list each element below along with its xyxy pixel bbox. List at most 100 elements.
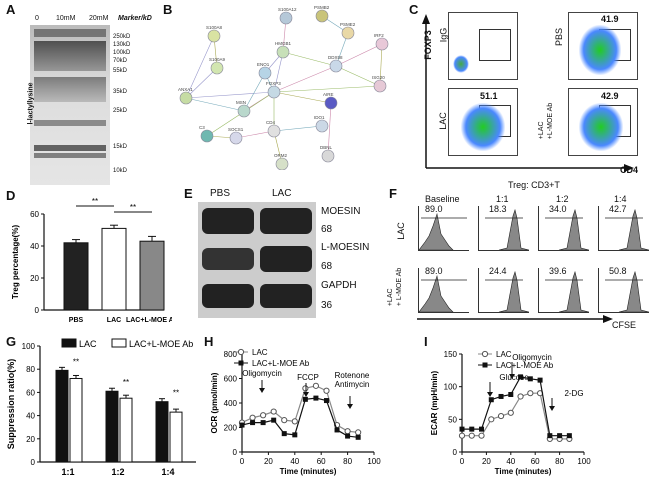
y-tick-label: 40 bbox=[26, 412, 35, 421]
data-point bbox=[507, 409, 514, 416]
network-node: CD4 bbox=[266, 120, 281, 138]
cfse-value: 18.3 bbox=[489, 204, 507, 214]
sig-label: ** bbox=[173, 389, 179, 398]
chart-d: 0 20 40 60 Treg percentage(%) PBS LAC LAC+L-MOE… bbox=[11, 197, 172, 324]
data-point bbox=[488, 416, 495, 423]
y-tick-label: 0 bbox=[453, 448, 458, 457]
network-node: S100A12 bbox=[278, 7, 297, 25]
annotation-arrowhead bbox=[347, 404, 353, 409]
y-tick-label: 150 bbox=[444, 350, 458, 359]
data-point bbox=[355, 434, 361, 440]
bar bbox=[139, 240, 165, 311]
y-tick-label: 60 bbox=[26, 388, 35, 397]
chart-i: 0 50 100 150 0 20 40 60 80 100 Time (minutes) ECAR … bbox=[430, 350, 591, 476]
data-point bbox=[488, 397, 494, 403]
network-node-label: DBNL bbox=[320, 145, 333, 150]
y-axis-label: Treg percentage(%) bbox=[11, 225, 20, 300]
legend-marker bbox=[238, 360, 244, 366]
col-1-1: 1:1 bbox=[496, 194, 509, 204]
panel-b-label: B bbox=[163, 2, 173, 17]
panel-c-xlabel: CD4 bbox=[620, 165, 639, 175]
x-axis-label: Time (minutes) bbox=[280, 467, 337, 476]
data-point bbox=[239, 422, 245, 428]
legend-label: LAC bbox=[252, 348, 268, 357]
wb-row-gapdh-kd: 36 bbox=[321, 300, 333, 311]
panel-d-label: D bbox=[6, 188, 16, 203]
x-tick-label: 80 bbox=[555, 457, 564, 466]
marker-70: 70kD bbox=[113, 58, 128, 64]
cfse-histogram: 89.0 bbox=[418, 266, 469, 313]
network-node-label: IDO1 bbox=[314, 115, 325, 120]
x-tick-label: 80 bbox=[343, 457, 352, 466]
network-edge bbox=[185, 91, 275, 99]
y-tick-label: 40 bbox=[30, 242, 39, 251]
data-point bbox=[344, 428, 351, 435]
network-node-label: ORM2 bbox=[274, 153, 287, 158]
network-edge bbox=[185, 97, 245, 112]
network-node: ISG20 bbox=[372, 75, 387, 93]
x-axis-label: Time (minutes) bbox=[495, 467, 552, 476]
annotation-arrowhead bbox=[509, 374, 515, 379]
y-tick-label: 100 bbox=[22, 342, 36, 351]
x-tick-label: 60 bbox=[531, 457, 540, 466]
x-tick-label: 0 bbox=[460, 457, 465, 466]
network-edge bbox=[185, 67, 218, 99]
network-node-label: ISG20 bbox=[372, 75, 385, 80]
y-tick-label: 20 bbox=[26, 435, 35, 444]
legend-label: LAC bbox=[79, 339, 97, 349]
network-node-label: SOCS1 bbox=[228, 127, 244, 132]
data-point bbox=[527, 376, 533, 382]
data-point bbox=[478, 432, 485, 439]
marker-10: 10kD bbox=[113, 168, 128, 174]
y-tick-label: 0 bbox=[233, 448, 238, 457]
series-line bbox=[241, 385, 359, 433]
cfse-value: 89.0 bbox=[425, 204, 443, 214]
data-point bbox=[302, 396, 308, 402]
network-edge bbox=[335, 43, 383, 67]
legend-swatch bbox=[61, 338, 77, 348]
legend-label: LAC+L-MOE Ab bbox=[496, 361, 554, 370]
panel-f-title: Treg: CD3+T bbox=[508, 180, 560, 190]
y-axis-label: Suppression ratio(%) bbox=[6, 359, 16, 450]
marker-130: 130kD bbox=[113, 42, 131, 48]
bar bbox=[169, 411, 183, 463]
cfse-value: 34.0 bbox=[549, 204, 567, 214]
data-point bbox=[334, 427, 340, 433]
flow-igg bbox=[448, 12, 518, 80]
wb-row-moesin-kd: 68 bbox=[321, 224, 333, 235]
network-node-label: HMGB1 bbox=[275, 41, 292, 46]
y-tick-label: 20 bbox=[30, 274, 39, 283]
cfse-value: 89.0 bbox=[425, 266, 443, 276]
data-point bbox=[547, 433, 553, 439]
network-edge bbox=[273, 91, 332, 104]
network-edge bbox=[243, 72, 266, 112]
lane-20mm: 20mM bbox=[89, 15, 109, 22]
network-node: ENO1 bbox=[257, 62, 272, 80]
data-point bbox=[355, 429, 362, 436]
annotation-label: FCCP bbox=[297, 373, 319, 382]
marker-25: 25kD bbox=[113, 108, 128, 114]
annotation-label: Glucose bbox=[499, 373, 529, 382]
x-tick-label: 40 bbox=[506, 457, 515, 466]
network-node: FOXP3 bbox=[266, 81, 281, 99]
panel-h-label: H bbox=[204, 334, 214, 349]
network-node-label: S100A12 bbox=[278, 7, 297, 12]
cfse-histogram: 50.8 bbox=[598, 266, 649, 313]
flow-lac-lmoe bbox=[568, 88, 638, 156]
flow-lac bbox=[448, 88, 518, 156]
y-tick-label: 0 bbox=[31, 458, 36, 467]
y-tick-label: 600 bbox=[224, 375, 238, 384]
data-point bbox=[291, 418, 298, 425]
network-edge bbox=[185, 35, 215, 99]
wb-header-pbs: PBS bbox=[210, 188, 231, 199]
marker-250: 250kD bbox=[113, 34, 131, 40]
network-node-label: IRF2 bbox=[374, 33, 384, 38]
data-point bbox=[260, 412, 267, 419]
sig-label: ** bbox=[130, 203, 136, 212]
network-diagram: PSMB2 S100A12 PSME2 S100A8 IRF2 HMGB1 DDX58 S10… bbox=[178, 5, 389, 170]
annotation-label: Rotenone Antimycin bbox=[335, 371, 370, 389]
x-tick-label: LAC+L-MOE Ab bbox=[126, 317, 172, 324]
data-point bbox=[537, 377, 543, 383]
y-tick-label: 200 bbox=[224, 424, 238, 433]
annotation-label: Oligomycin bbox=[512, 353, 552, 362]
